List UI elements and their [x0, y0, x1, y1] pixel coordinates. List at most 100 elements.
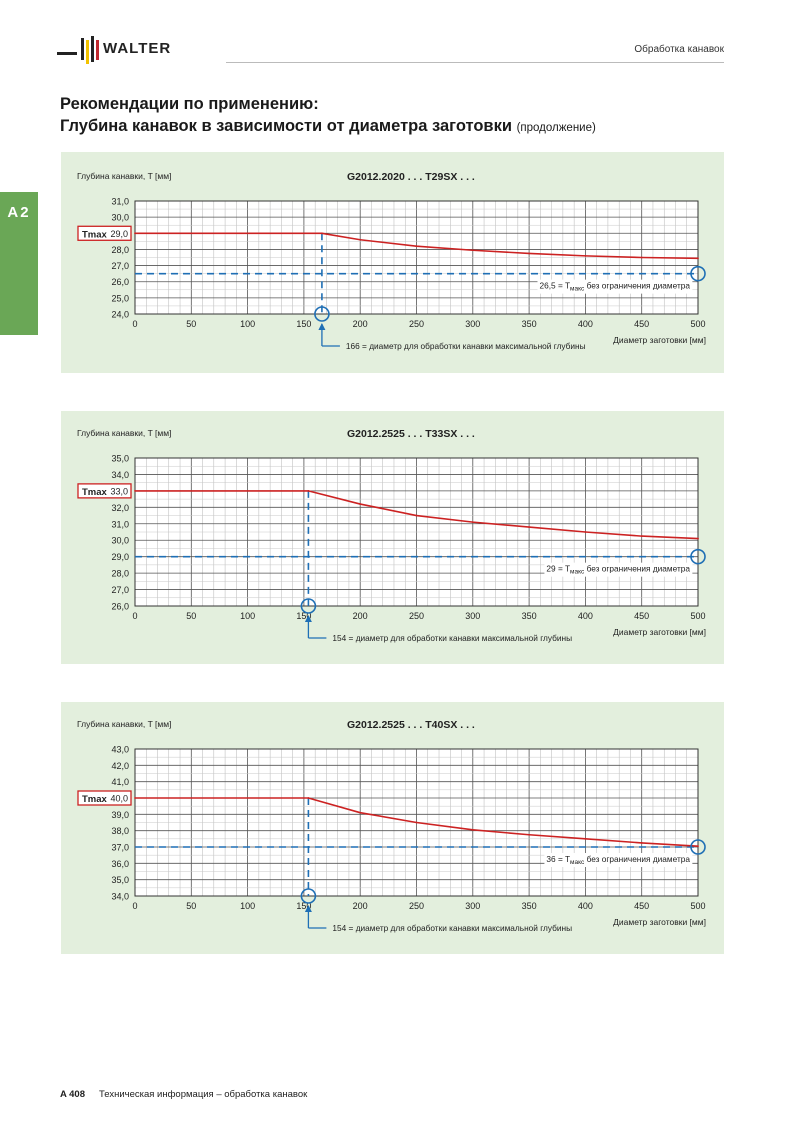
x-tick-label: 450	[634, 611, 649, 621]
annotation-background	[544, 853, 693, 867]
x-tick-label: 350	[522, 319, 537, 329]
tmax-value-label: 40,0	[110, 794, 128, 804]
x-tick-label: 400	[578, 611, 593, 621]
chart-2: Глубина канавки, T [мм] G2012.2525 . . . …	[77, 428, 706, 643]
y-tick-label: 27,0	[111, 585, 129, 595]
y-axis-label: Глубина канавки, T [мм]	[77, 171, 171, 181]
data-point	[321, 232, 323, 235]
chart-panel-3: Глубина канавки, T [мм] G2012.2525 . . . …	[61, 702, 724, 954]
x-tick-label: 250	[409, 611, 424, 621]
x-tick-label: 50	[186, 611, 196, 621]
plot-frame	[134, 748, 699, 897]
x-axis-label: Диаметр заготовки [мм]	[613, 335, 706, 345]
y-tick-label: 34,0	[111, 892, 129, 902]
annotation-max-depth-diameter: 154 = диаметр для обработки канавки макс…	[332, 633, 572, 643]
data-point	[528, 833, 530, 836]
tmax-label: Tmax	[82, 229, 108, 240]
y-tick-label: 37,0	[111, 843, 129, 853]
x-tick-label: 150	[296, 319, 311, 329]
x-tick-label: 0	[132, 611, 137, 621]
data-point	[307, 489, 310, 492]
data-point	[307, 797, 310, 799]
data-point	[584, 837, 587, 840]
data-point	[697, 257, 699, 260]
x-axis-label: Диаметр заготовки [мм]	[613, 627, 706, 637]
data-point	[359, 238, 362, 241]
marker-circle-right	[690, 839, 706, 855]
data-point	[640, 535, 643, 538]
x-tick-label: 200	[353, 901, 368, 911]
x-tick-label: 350	[522, 611, 537, 621]
x-tick-label: 50	[186, 901, 196, 911]
tmax-box	[77, 483, 132, 499]
x-tick-label: 100	[240, 611, 255, 621]
chart-title: G2012.2525 . . . T40SX . . .	[347, 719, 475, 731]
x-tick-label: 0	[132, 901, 137, 911]
data-point	[584, 531, 587, 533]
data-point	[415, 245, 418, 248]
chart-panel-1: Глубина канавки, T [мм] G2012.2020 . . . …	[61, 152, 724, 373]
data-point	[134, 797, 136, 799]
chart-title: G2012.2525 . . . T33SX . . .	[347, 428, 475, 440]
annotation-arrow-head	[304, 615, 312, 622]
x-axis-label: Диаметр заготовки [мм]	[613, 917, 706, 927]
y-tick-label: 27,0	[111, 261, 129, 271]
annotation-max-depth-diameter: 166 = диаметр для обработки канавки макс…	[346, 341, 586, 351]
y-tick-label: 25,0	[111, 293, 129, 303]
x-tick-label: 50	[186, 319, 196, 329]
y-tick-label: 34,0	[111, 470, 129, 480]
data-point	[359, 503, 362, 505]
y-tick-label: 31,0	[111, 197, 129, 207]
x-tick-label: 300	[465, 901, 480, 911]
footer: A 408 Техническая информация – обработка …	[60, 1089, 307, 1100]
annotation-arrow-head	[304, 905, 312, 912]
annotation-max-depth-diameter: 154 = диаметр для обработки канавки макс…	[332, 923, 572, 933]
y-tick-label: 24,0	[111, 310, 129, 320]
y-tick-label: 35,0	[111, 875, 129, 885]
y-tick-label: 26,0	[111, 602, 129, 612]
svg-text:WALTER: WALTER	[103, 40, 171, 57]
footer-text: Техническая информация – обработка канав…	[99, 1089, 308, 1100]
x-tick-label: 500	[690, 319, 705, 329]
x-tick-label: 100	[240, 901, 255, 911]
data-point	[584, 254, 587, 257]
data-point	[640, 842, 643, 844]
data-point	[697, 845, 699, 848]
x-tick-label: 450	[634, 901, 649, 911]
y-tick-label: 43,0	[111, 745, 129, 755]
x-tick-label: 350	[522, 901, 537, 911]
x-tick-label: 200	[353, 319, 368, 329]
data-point	[134, 232, 136, 235]
x-tick-label: 500	[690, 901, 705, 911]
annotation-arrow-head	[318, 323, 326, 330]
data-point	[640, 256, 643, 259]
marker-circle-bottom	[300, 888, 317, 904]
x-tick-label: 150	[296, 611, 311, 621]
page-number: A 408	[60, 1089, 85, 1100]
data-point	[528, 252, 530, 255]
y-tick-label: 26,0	[111, 277, 129, 287]
x-tick-label: 500	[690, 611, 705, 621]
x-tick-label: 400	[578, 901, 593, 911]
tmax-label: Tmax	[82, 794, 108, 805]
title-continued: (продолжение)	[516, 122, 596, 134]
title-line-2: Глубина канавок в зависимости от диаметр…	[60, 117, 512, 135]
marker-circle-right	[690, 265, 706, 282]
annotation-background	[544, 562, 693, 577]
y-tick-label: 30,0	[111, 213, 129, 223]
section-tab-label: A2	[7, 204, 31, 221]
walter-logo: WALTER	[57, 36, 171, 64]
x-tick-label: 250	[409, 319, 424, 329]
y-tick-label: 35,0	[111, 454, 129, 464]
header-rule	[226, 62, 724, 63]
x-tick-label: 0	[132, 319, 137, 329]
y-tick-label: 31,0	[111, 519, 129, 529]
tmax-value-label: 33,0	[110, 486, 128, 496]
x-tick-label: 200	[353, 611, 368, 621]
y-tick-label: 41,0	[111, 777, 129, 787]
y-tick-label: 28,0	[111, 245, 129, 255]
x-tick-label: 300	[465, 319, 480, 329]
tmax-label: Tmax	[82, 487, 108, 498]
x-tick-label: 250	[409, 901, 424, 911]
chart-3: Глубина канавки, T [мм] G2012.2525 . . . …	[77, 719, 706, 933]
